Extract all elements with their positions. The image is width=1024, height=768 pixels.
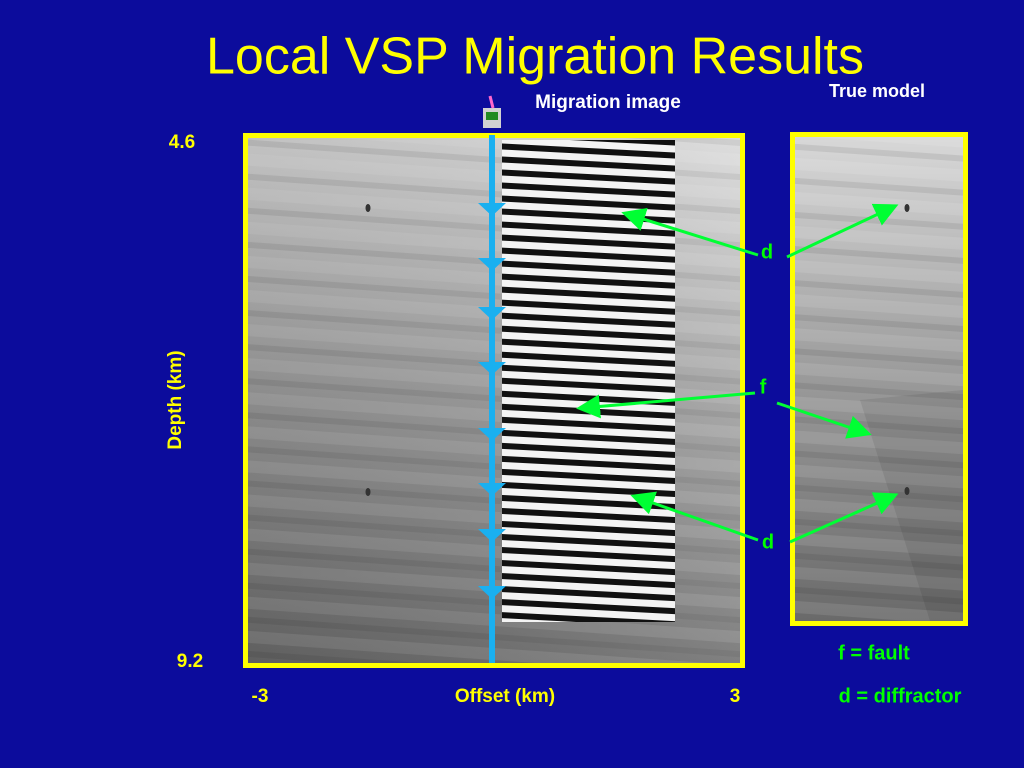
- receivers: [478, 203, 506, 599]
- rig-icon: [483, 95, 501, 128]
- migration-image: [502, 140, 675, 622]
- slide-title: Local VSP Migration Results: [206, 28, 864, 86]
- depth-label: Depth (km): [165, 350, 186, 449]
- panel-title: True model: [829, 81, 925, 101]
- offset-tick: 3: [730, 686, 741, 707]
- annotation: f: [760, 376, 767, 398]
- diffractor-dot: [365, 488, 371, 496]
- migration-panel: [243, 95, 745, 668]
- true-model-panel: [790, 132, 968, 626]
- depth-tick: 9.2: [177, 651, 203, 672]
- legend-entry: f = fault: [838, 642, 910, 664]
- diffractor-dot: [904, 204, 910, 212]
- annotation: d: [761, 241, 773, 263]
- diffractor-dot: [365, 204, 371, 212]
- depth-tick: 4.6: [169, 132, 195, 153]
- diffractor-dot: [904, 487, 910, 495]
- fault-block: [860, 390, 963, 621]
- arrows: [576, 203, 899, 544]
- annotation: d: [762, 531, 774, 553]
- well: [489, 135, 495, 663]
- legend-entry: d = diffractor: [839, 685, 962, 707]
- panel-title: Migration image: [535, 92, 681, 113]
- offset-label: Offset (km): [455, 686, 555, 707]
- offset-tick: -3: [252, 686, 269, 707]
